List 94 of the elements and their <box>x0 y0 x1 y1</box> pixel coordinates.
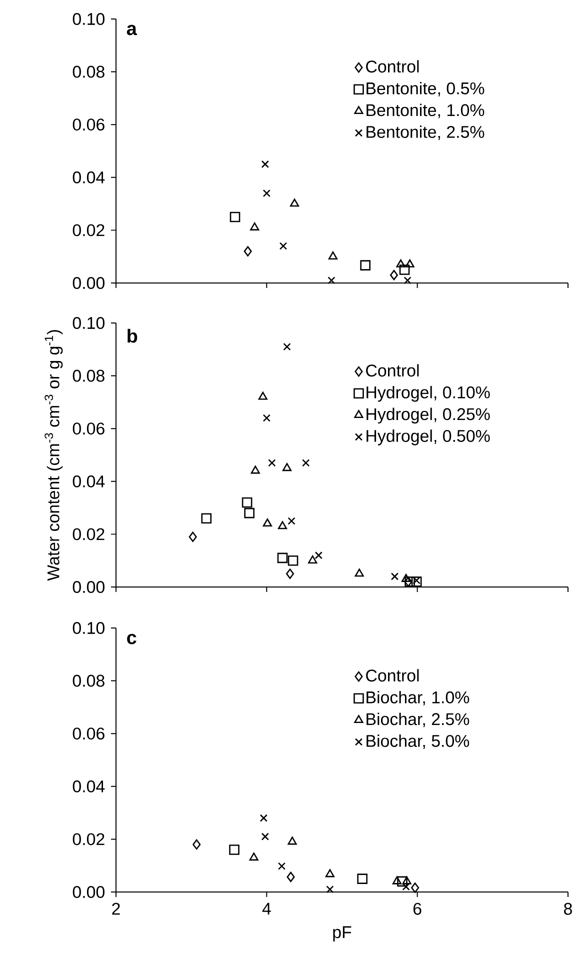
point <box>392 876 402 884</box>
point <box>192 839 201 850</box>
point <box>390 572 399 580</box>
point <box>279 242 288 250</box>
annotation: a <box>126 24 137 36</box>
legend-label: Biochar, 2.5% <box>366 712 470 728</box>
point <box>262 518 272 527</box>
y-axis-title: Water content (cm$^{-3}$ cm$^{-3}$ or g g$^{-1}$) <box>44 330 63 581</box>
legend-label: Hydrogel, 0.10% <box>366 386 490 402</box>
point <box>325 869 334 878</box>
point <box>397 876 408 887</box>
point <box>188 532 197 542</box>
y-tick-label: 0.02 <box>72 833 104 846</box>
point <box>230 212 240 222</box>
legend-label: Control <box>366 669 419 682</box>
point <box>328 251 338 260</box>
point <box>390 270 398 280</box>
point <box>268 459 276 467</box>
y-tick-label: 0.06 <box>72 728 104 740</box>
point <box>262 414 270 422</box>
legend-label: Bentonite, 0.5% <box>366 82 484 96</box>
point <box>286 872 295 882</box>
annotation: b <box>128 328 138 343</box>
point <box>405 259 414 268</box>
point <box>328 276 336 284</box>
point <box>404 576 412 587</box>
point <box>282 463 292 472</box>
point <box>354 568 364 577</box>
point <box>399 264 410 275</box>
legend-label: Control <box>366 60 419 73</box>
legend-label: Biochar, 1.0% <box>366 690 470 706</box>
annotation: c <box>127 634 136 644</box>
x-tick-label: 4 <box>262 902 271 914</box>
point <box>290 198 300 207</box>
y-tick-label: 0.02 <box>72 528 104 540</box>
y-tick-label: 0.10 <box>72 622 104 634</box>
point <box>412 576 420 584</box>
point <box>401 574 411 582</box>
point <box>411 882 420 893</box>
point <box>249 852 258 861</box>
point <box>278 521 288 530</box>
y-tick-label: 0.08 <box>72 674 104 687</box>
point <box>261 832 269 840</box>
y-tick-label: 0.04 <box>72 475 105 488</box>
point <box>360 260 370 270</box>
y-tick-label: 0.06 <box>72 118 104 131</box>
point <box>278 862 286 870</box>
y-tick-label: 0.08 <box>72 370 104 382</box>
legend-label: Hydrogel, 0.25% <box>366 408 490 424</box>
y-tick-label: 0.04 <box>72 780 105 792</box>
point <box>283 342 291 351</box>
point <box>288 517 296 525</box>
y-tick-label: 0.02 <box>72 224 104 236</box>
point <box>288 555 298 566</box>
x-tick-label: 6 <box>413 902 422 915</box>
point <box>242 497 252 508</box>
point <box>229 844 240 855</box>
legend-label: Hydrogel, 0.50% <box>366 430 490 446</box>
y-tick-label: 0.06 <box>72 422 104 435</box>
y-tick-label: 0.10 <box>72 316 104 329</box>
point <box>262 189 270 198</box>
point <box>404 276 412 284</box>
y-tick-label: 0.00 <box>72 276 104 289</box>
point <box>326 886 334 894</box>
point <box>357 874 368 884</box>
point <box>250 466 260 474</box>
legend-label: Bentonite, 2.5% <box>366 126 484 140</box>
y-tick-label: 0.04 <box>72 171 105 184</box>
x-axis-title: pF <box>333 926 352 942</box>
point <box>277 552 288 564</box>
point <box>396 259 406 268</box>
point <box>288 836 297 845</box>
point <box>244 508 254 518</box>
y-tick-label: 0.00 <box>72 580 104 593</box>
point <box>314 551 322 560</box>
point <box>308 555 318 564</box>
x-tick-label: 8 <box>564 902 572 915</box>
legend-label: Control <box>366 364 419 377</box>
y-tick-label: 0.00 <box>72 886 104 898</box>
point <box>286 568 294 579</box>
legend-label: Biochar, 5.0% <box>366 734 470 749</box>
legend-label: Bentonite, 1.0% <box>366 104 484 118</box>
point <box>402 876 412 884</box>
y-tick-label: 0.10 <box>72 12 104 25</box>
point <box>261 160 269 168</box>
point <box>411 576 422 587</box>
point <box>260 814 268 822</box>
y-tick-label: 0.08 <box>72 66 104 78</box>
point <box>244 246 252 256</box>
point <box>250 222 260 230</box>
point <box>302 459 310 467</box>
point <box>258 392 268 400</box>
point <box>201 513 212 524</box>
x-tick-label: 2 <box>112 902 120 915</box>
